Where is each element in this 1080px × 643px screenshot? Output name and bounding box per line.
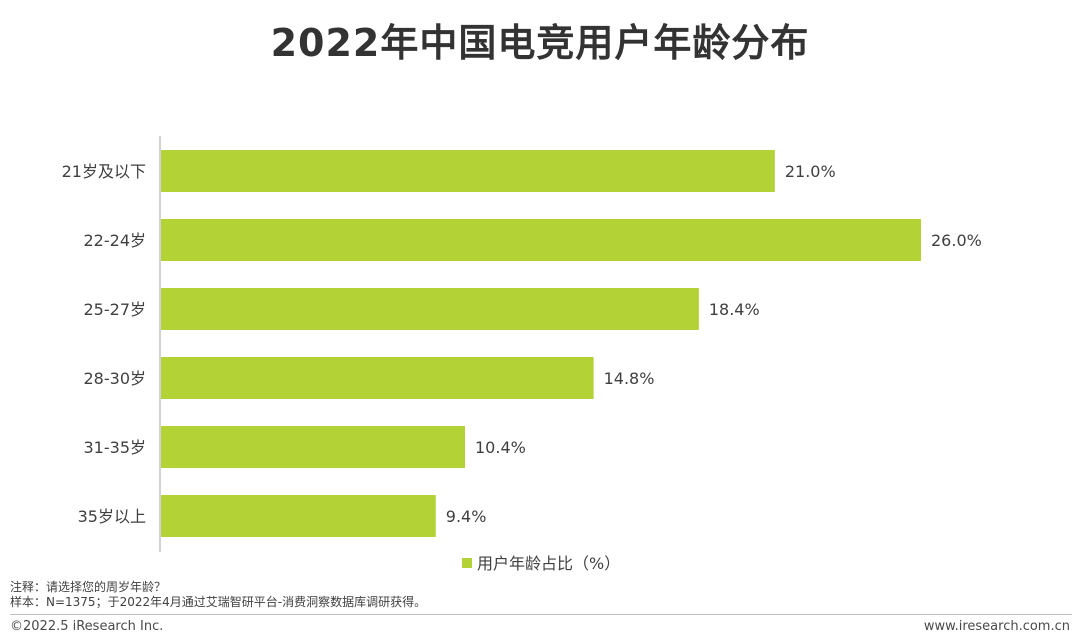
category-label-2: 22-24岁 [84,231,147,250]
footer-copyright: ©2022.5 iResearch Inc. [10,619,164,634]
bars-group: 21岁及以下 21.0% 22-24岁 26.0% 25-27岁 18.4% 28-30岁 1… [62,150,982,537]
category-label-6: 35岁以上 [78,507,146,526]
value-label-2: 26.0% [931,231,982,250]
bar-4 [161,357,594,399]
legend-swatch [462,558,472,568]
notes: 注释：请选择您的周岁年龄？ 样本：N=1375；于2022年4月通过艾瑞智研平台… [10,580,426,610]
value-label-3: 18.4% [709,300,760,319]
category-label-1: 21岁及以下 [62,162,146,181]
value-label-5: 10.4% [475,438,526,457]
category-label-3: 25-27岁 [84,300,147,319]
footer-divider [10,614,1072,615]
bar-3 [161,288,699,330]
bar-2 [161,219,921,261]
note-line-2: 样本：N=1375；于2022年4月通过艾瑞智研平台-消费洞察数据库调研获得。 [10,595,427,609]
note-line-1: 注释：请选择您的周岁年龄？ [10,580,167,594]
value-label-6: 9.4% [446,507,487,526]
chart-title: 2022年中国电竞用户年龄分布 [270,21,810,65]
value-label-4: 14.8% [604,369,655,388]
bar-6 [161,495,436,537]
bar-1 [161,150,775,192]
footer-website-link[interactable]: www.iresearch.com.cn [923,619,1070,634]
category-label-4: 28-30岁 [84,369,147,388]
legend: 用户年龄占比（%） [462,554,620,573]
legend-label: 用户年龄占比（%） [477,554,620,573]
bar-5 [161,426,465,468]
value-label-1: 21.0% [785,162,836,181]
category-label-5: 31-35岁 [84,438,147,457]
